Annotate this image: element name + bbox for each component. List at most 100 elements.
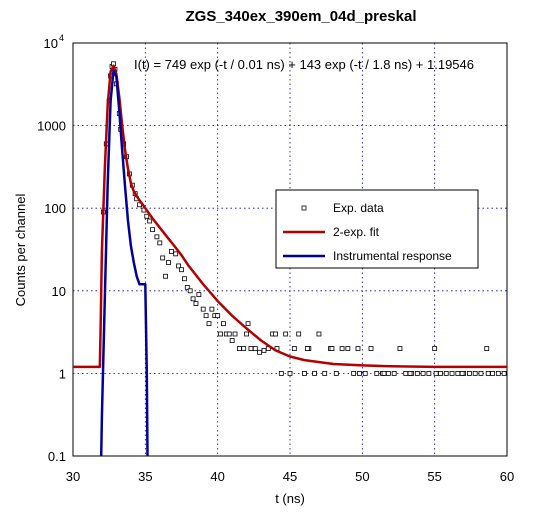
data-point: [218, 331, 223, 337]
legend-marker: [301, 205, 307, 211]
chart-title: ZGS_340ex_390em_04d_preskal: [185, 8, 416, 25]
data-point: [245, 321, 251, 327]
y-tick-label: 10 4: [44, 33, 64, 51]
series-fit-line: [73, 64, 507, 369]
data-point: [426, 370, 432, 376]
data-point: [196, 292, 202, 297]
data-point: [407, 370, 413, 376]
data-point: [203, 313, 209, 319]
data-point: [351, 370, 357, 376]
data-point: [484, 346, 490, 351]
data-point: [397, 346, 403, 351]
data-point: [241, 346, 247, 351]
data-point: [291, 346, 297, 351]
data-point: [304, 346, 310, 351]
legend: Exp. data 2-exp. fit Instrumental response: [275, 189, 479, 269]
data-point: [432, 346, 438, 351]
y-tick-label: 10: [52, 284, 66, 299]
plot-frame: [72, 42, 508, 457]
x-tick-label: 35: [138, 469, 152, 484]
data-point: [449, 370, 455, 376]
data-point: [414, 370, 420, 376]
data-point: [176, 263, 182, 269]
y-axis-label: Counts per channel: [13, 194, 28, 307]
legend-item: Exp. data: [301, 201, 384, 215]
data-point: [374, 370, 380, 376]
data-point: [403, 370, 409, 376]
data-point: [273, 331, 278, 337]
legend-label: Exp. data: [333, 201, 384, 215]
data-point: [287, 370, 293, 376]
y-tick-label: 1: [59, 366, 66, 381]
data-point: [190, 296, 196, 302]
x-tick-label: 30: [66, 469, 80, 484]
series-instrumental-line: [99, 69, 149, 457]
legend-label: 2-exp. fit: [333, 225, 380, 239]
data-point: [472, 370, 478, 376]
data-point: [443, 370, 449, 376]
data-point: [438, 370, 443, 376]
data-point: [368, 346, 374, 351]
x-axis-ticks: 30 35 40 45 50 55 60: [66, 469, 514, 484]
x-tick-label: 55: [427, 469, 441, 484]
legend-item: Instrumental response: [283, 249, 452, 263]
data-point: [221, 321, 226, 327]
data-point: [391, 370, 397, 376]
data-point: [381, 370, 387, 376]
data-point: [160, 255, 166, 261]
data-point: [345, 346, 351, 351]
data-point: [278, 370, 284, 376]
data-point: [355, 346, 361, 351]
data-point: [329, 346, 335, 351]
legend-label: Instrumental response: [333, 249, 452, 263]
data-point: [385, 370, 391, 376]
data-point: [232, 331, 238, 337]
y-tick-label: 1000: [37, 119, 66, 134]
data-point: [312, 370, 317, 376]
x-tick-label: 60: [500, 469, 514, 484]
legend-item: 2-exp. fit: [283, 225, 380, 239]
data-point: [209, 306, 215, 312]
data-point: [420, 370, 426, 376]
data-point: [215, 313, 221, 319]
data-point: [154, 234, 160, 240]
data-point: [166, 260, 171, 265]
data-point: [501, 370, 507, 376]
data-point: [193, 301, 199, 306]
x-tick-label: 40: [210, 469, 224, 484]
data-point: [244, 331, 250, 337]
series-layer: [73, 61, 507, 457]
data-point: [283, 331, 289, 337]
data-point: [495, 370, 501, 376]
data-point: [184, 284, 190, 290]
data-point: [296, 331, 302, 337]
data-point: [459, 370, 465, 376]
data-point: [226, 331, 232, 337]
y-tick-exponent: 4: [59, 33, 64, 43]
data-point: [485, 370, 491, 376]
y-tick-label: 0.1: [48, 449, 66, 464]
x-tick-label: 50: [355, 469, 369, 484]
data-point: [173, 251, 179, 257]
data-point: [478, 370, 484, 376]
data-point: [229, 338, 235, 343]
data-point: [333, 370, 339, 376]
data-point: [302, 370, 307, 376]
data-point: [490, 370, 495, 376]
data-point: [248, 346, 254, 351]
data-point: [147, 218, 153, 224]
data-point: [257, 349, 263, 355]
data-point: [339, 346, 345, 351]
data-point: [357, 370, 362, 376]
data-point: [179, 267, 184, 273]
data-point: [362, 370, 368, 376]
fit-equation-annotation: I(t) = 749 exp (-t / 0.01 ns) + 143 exp …: [134, 57, 474, 72]
data-point: [466, 370, 472, 376]
data-point: [433, 370, 439, 376]
data-point: [187, 288, 193, 294]
y-tick-base: 10: [44, 36, 58, 51]
data-point: [144, 213, 150, 219]
data-point: [322, 370, 328, 376]
data-point: [200, 306, 206, 312]
